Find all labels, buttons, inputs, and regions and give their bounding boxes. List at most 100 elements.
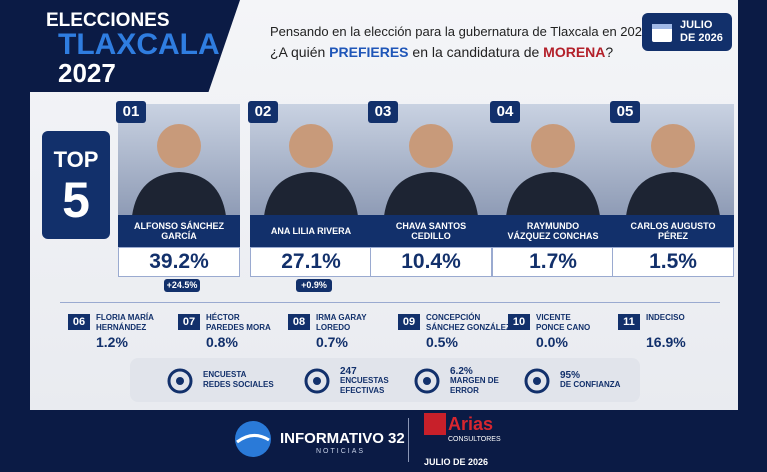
photo: [118, 104, 240, 216]
header-title: 2027: [58, 58, 116, 88]
partner: Arias: [448, 414, 494, 434]
portrait: [506, 124, 600, 216]
stat-icon: [165, 367, 195, 395]
name-box: CARLOS AUGUSTO PÉREZ: [612, 215, 734, 247]
brand-sub: NOTICIAS: [316, 448, 366, 455]
candidate-name: HÉCTOR: [206, 313, 240, 322]
stat-text: DE CONFIANZA: [560, 380, 621, 389]
value: 10.4%: [370, 247, 492, 277]
rank: 10: [508, 314, 530, 330]
divider: [60, 302, 720, 303]
stat-icon: [302, 367, 332, 395]
candidate-name: ALFONSO SÁNCHEZ: [134, 221, 224, 231]
footer-divider: [408, 418, 409, 462]
candidate-name: GARCÍA: [161, 231, 197, 241]
partner-logo: [424, 413, 446, 435]
question-part: ?: [605, 44, 614, 60]
value: 1.7%: [492, 247, 614, 277]
top-text: TOP: [53, 147, 99, 172]
value: 1.5%: [612, 247, 734, 277]
stat-text: EFECTIVAS: [340, 386, 385, 395]
stat-text: REDES SOCIALES: [203, 380, 274, 389]
stat-text: 247: [340, 366, 357, 377]
question: ¿A quién PREFIERES en la candidatura de …: [270, 44, 613, 60]
rank: 09: [398, 314, 420, 330]
top-number: 5: [62, 172, 90, 228]
title-panel: [30, 0, 240, 92]
rank: 02: [248, 101, 278, 123]
rank: 04: [490, 101, 520, 123]
candidate-name: HERNÁNDEZ: [96, 323, 147, 332]
question-part: ¿A quién: [270, 44, 330, 60]
brand: INFORMATIVO 32: [280, 430, 405, 447]
question-part: MORENA: [543, 44, 606, 60]
candidate-name: LOREDO: [316, 323, 351, 332]
value: 0.5%: [426, 334, 458, 350]
name-box: ANA LILIA RIVERA: [250, 215, 372, 247]
date-text: DE 2026: [680, 32, 723, 44]
question: Pensando en la elección para la gubernat…: [270, 24, 653, 39]
stat-icon: [522, 367, 552, 395]
candidate-name: FLORIA MARÍA: [96, 313, 154, 322]
rank: 11: [618, 314, 640, 330]
rank: 01: [116, 101, 146, 123]
date-text: JULIO: [680, 19, 713, 31]
candidate-name: CARLOS AUGUSTO: [630, 221, 716, 231]
stat-text: ENCUESTA: [203, 370, 247, 379]
stat-text: 95%: [560, 370, 581, 381]
rank: 07: [178, 314, 200, 330]
candidate-name: PONCE CANO: [536, 323, 591, 332]
value: 0.8%: [206, 334, 238, 350]
rank: 08: [288, 314, 310, 330]
logo: [235, 421, 271, 457]
partner-sub: CONSULTORES: [448, 436, 501, 443]
name-box: CHAVA SANTOS CEDILLO: [370, 215, 492, 247]
icon: [414, 368, 440, 394]
candidate-name: INDECISO: [646, 313, 685, 322]
photo: [250, 104, 372, 216]
top-badge: TOP 5: [42, 131, 110, 239]
candidate-name: SÁNCHEZ GONZÁLEZ: [426, 323, 511, 332]
stat-text: ERROR: [450, 386, 479, 395]
value: 39.2%: [118, 247, 240, 277]
header-title: ELECCIONES: [46, 10, 170, 31]
portrait: [626, 124, 720, 216]
stats-box: [130, 358, 640, 402]
candidate-name: PÉREZ: [657, 231, 688, 241]
candidate-name: PAREDES MORA: [206, 323, 271, 332]
rank: 06: [68, 314, 90, 330]
candidate-name: VÁZQUEZ CONCHAS: [507, 231, 599, 241]
icon: [167, 368, 193, 394]
value: 0.0%: [536, 334, 568, 350]
candidate-name: CONCEPCIÓN: [426, 313, 481, 322]
name-box: RAYMUNDO VÁZQUEZ CONCHAS: [492, 215, 614, 247]
stat-text: 6.2%: [450, 366, 473, 377]
rank: 05: [610, 101, 640, 123]
candidate-name: VICENTE: [536, 313, 571, 322]
portrait: [132, 124, 226, 216]
value: 16.9%: [646, 334, 686, 350]
change: +0.9%: [296, 279, 332, 292]
stat-text: MARGEN DE: [450, 376, 499, 385]
icon: [304, 368, 330, 394]
portrait: [384, 124, 478, 216]
candidate-name: RAYMUNDO: [526, 221, 580, 231]
photo: [370, 104, 492, 216]
candidate-name: CEDILLO: [411, 231, 451, 241]
value: 27.1%: [250, 247, 372, 277]
stat-icon: [412, 367, 442, 395]
value: 1.2%: [96, 334, 128, 350]
candidate-name: ANA LILIA RIVERA: [270, 226, 352, 236]
footer-date: JULIO DE 2026: [424, 457, 489, 467]
portrait: [264, 124, 358, 216]
icon: [524, 368, 550, 394]
brand-logo: [234, 420, 272, 458]
question-part: PREFIERES: [329, 44, 409, 60]
header-title: TLAXCALA: [58, 28, 220, 61]
candidate-name: CHAVA SANTOS: [395, 221, 467, 231]
value: 0.7%: [316, 334, 348, 350]
change: +24.5%: [164, 279, 200, 292]
rank: 03: [368, 101, 398, 123]
question-part: en la candidatura de: [408, 44, 544, 60]
